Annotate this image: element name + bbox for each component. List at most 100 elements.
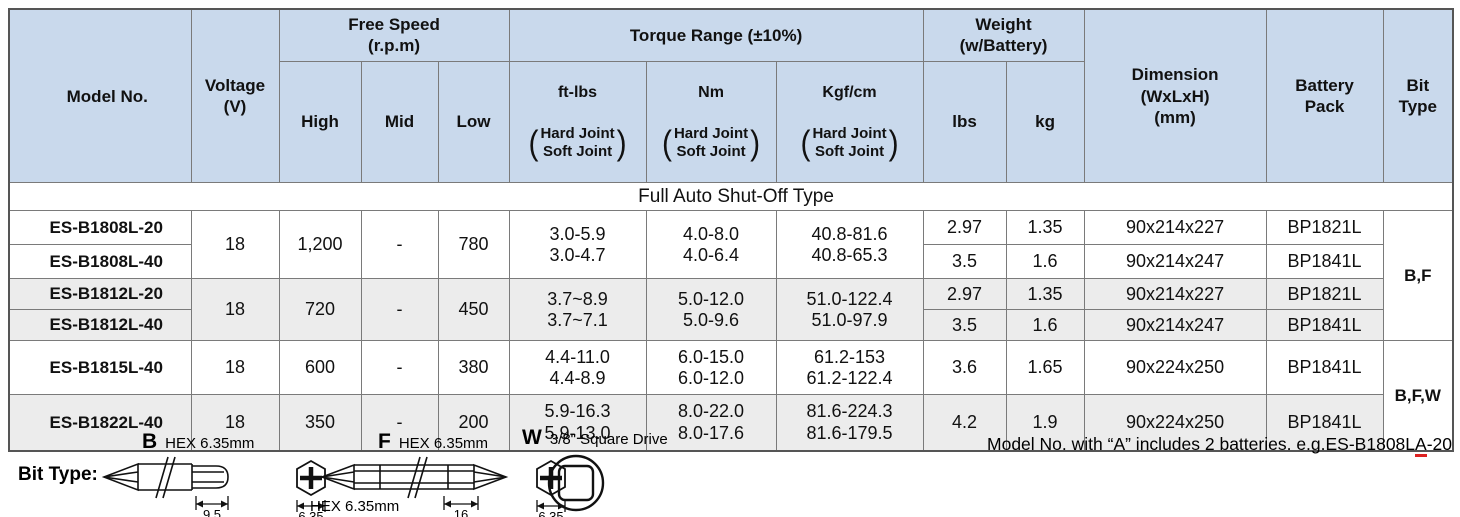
table-row: ES-B1815L-40 18 600 - 380 4.4-11.0 4.4-8.… xyxy=(8,340,1454,452)
torque-hard-value: 51.0-122.4 xyxy=(806,288,893,309)
col-header-model: Model No. xyxy=(8,8,192,184)
cell-dimension: 90x224x250 xyxy=(1083,394,1267,452)
cell-weight-kg: 1.35 xyxy=(1005,210,1085,246)
torque-soft-value: 61.2-122.4 xyxy=(806,367,893,388)
spec-table: Model No. Voltage (V) Free Speed (r.p.m)… xyxy=(8,8,1455,452)
dimension-label: 16 xyxy=(454,507,468,517)
legend-b-key: B xyxy=(142,430,158,453)
cell-speed-mid: - xyxy=(360,278,439,342)
legend-f-sub-label: HEX 6.35mm xyxy=(310,498,400,515)
torque-unit-label: Kgf/cm xyxy=(822,83,877,101)
table-row: ES-B1822L-40 18 350 - 200 5.9-16.3 5.9-13… xyxy=(8,394,1453,452)
soft-joint-label: Soft Joint xyxy=(676,143,746,160)
torque-hard-value: 81.6-224.3 xyxy=(806,401,893,422)
cell-speed-low: 450 xyxy=(437,278,510,342)
cell-speed-high: 720 xyxy=(278,278,362,342)
cell-speed-mid: - xyxy=(360,340,439,396)
note-suffix: -20 xyxy=(1426,434,1452,454)
table-header: Model No. Voltage (V) Free Speed (r.p.m)… xyxy=(8,8,1454,184)
paren-close: ) xyxy=(616,124,627,162)
torque-hard-value: 61.2-153 xyxy=(814,346,886,367)
cell-speed-high: 350 xyxy=(278,394,362,452)
torque-hard-value: 3.7~8.9 xyxy=(547,288,608,309)
torque-hard-value: 6.0-15.0 xyxy=(678,346,745,367)
cell-model: ES-B1812L-20 xyxy=(8,278,192,311)
cell-torque-kgfcm: 51.0-122.4 51.0-97.9 xyxy=(775,278,924,342)
cell-weight-lbs: 3.5 xyxy=(922,309,1007,342)
torque-hard-value: 40.8-81.6 xyxy=(811,223,888,244)
soft-joint-label: Soft Joint xyxy=(542,143,613,160)
legend-w-heading: W 3/8" Square Drive xyxy=(522,426,668,450)
col-header-kgfcm: Kgf/cm (Hard Joint Soft Joint) xyxy=(775,60,924,184)
torque-hard-value: 4.4-11.0 xyxy=(545,346,610,367)
paren-close: ) xyxy=(888,124,899,162)
torque-hard-value: 8.0-22.0 xyxy=(678,401,745,422)
cell-dimension: 90x214x227 xyxy=(1083,210,1267,246)
cell-battery-pack: BP1821L xyxy=(1265,210,1384,246)
dimension-label: 6.35 xyxy=(538,509,563,517)
battery-note: Model No. with “A” includes 2 batteries.… xyxy=(987,434,1452,457)
bit-f-drawing-icon: 16 xyxy=(319,456,509,517)
cell-model: ES-B1808L-20 xyxy=(8,210,192,246)
cell-battery-pack: BP1841L xyxy=(1265,244,1384,280)
cell-speed-high: 1,200 xyxy=(278,210,362,280)
torque-unit-label: ft-lbs xyxy=(557,83,598,101)
cell-speed-mid: - xyxy=(360,394,439,452)
col-header-mid: Mid xyxy=(360,60,439,184)
legend-f-desc: HEX 6.35mm xyxy=(398,435,489,452)
cell-torque-nm: 5.0-12.0 5.0-9.6 xyxy=(645,278,777,342)
cell-torque-ftlbs: 3.0-5.9 3.0-4.7 xyxy=(508,210,647,280)
cell-weight-kg: 1.35 xyxy=(1005,278,1085,311)
legend-item-f: F HEX 6.35mm HEX 6.35mm 16 xyxy=(310,430,578,517)
dimension-label: 9.5 xyxy=(203,507,221,517)
note-prefix: Model No. with “A” includes 2 batteries.… xyxy=(987,434,1416,454)
cell-dimension: 90x214x227 xyxy=(1083,278,1267,311)
table-row: ES-B1808L-40 3.5 1.6 90x214x247 BP1841L xyxy=(8,244,1453,280)
col-header-torque-range: Torque Range (±10%) xyxy=(508,8,924,62)
torque-soft-value: 40.8-65.3 xyxy=(811,244,888,265)
col-header-dimension: Dimension (WxLxH) (mm) xyxy=(1083,8,1267,184)
cell-torque-kgfcm: 81.6-224.3 81.6-179.5 xyxy=(775,394,924,452)
torque-soft-value: 8.0-17.6 xyxy=(678,422,745,443)
col-header-nm: Nm (Hard Joint Soft Joint) xyxy=(645,60,777,184)
cell-dimension: 90x214x247 xyxy=(1083,244,1267,280)
torque-soft-value: 5.9-13.0 xyxy=(544,422,611,443)
soft-joint-label: Soft Joint xyxy=(814,143,885,160)
table-row: ES-B1812L-20 18 720 - 450 3.7~8.9 3.7~7.1… xyxy=(8,278,1453,342)
cell-speed-high: 600 xyxy=(278,340,362,396)
legend-w-key: W xyxy=(522,426,542,449)
col-header-ftlbs: ft-lbs (Hard Joint Soft Joint) xyxy=(508,60,647,184)
bit-b-drawing-icon: 9.5 xyxy=(101,456,229,517)
col-header-lbs: lbs xyxy=(922,60,1007,184)
cell-weight-lbs: 4.2 xyxy=(922,394,1007,452)
legend-f-key: F xyxy=(378,430,391,453)
torque-soft-value: 5.0-9.6 xyxy=(683,309,740,330)
hard-joint-label: Hard Joint xyxy=(812,125,887,142)
cell-model: ES-B1812L-40 xyxy=(8,309,192,342)
cell-torque-ftlbs: 5.9-16.3 5.9-13.0 xyxy=(508,394,647,452)
paren-open: ( xyxy=(661,124,672,162)
cell-voltage: 18 xyxy=(190,394,280,452)
col-header-bit-type: Bit Type xyxy=(1382,8,1454,184)
col-header-kg: kg xyxy=(1005,60,1085,184)
col-header-low: Low xyxy=(437,60,510,184)
torque-soft-value: 6.0-12.0 xyxy=(678,367,745,388)
col-header-free-speed: Free Speed (r.p.m) xyxy=(278,8,510,62)
legend-b-heading: B HEX 6.35mm xyxy=(142,430,338,454)
cell-torque-ftlbs: 4.4-11.0 4.4-8.9 xyxy=(508,340,647,396)
section-title: Full Auto Shut-Off Type xyxy=(8,182,1454,212)
torque-hard-value: 5.0-12.0 xyxy=(678,288,745,309)
bit-type-legend-title: Bit Type: xyxy=(18,464,98,485)
cell-weight-lbs: 3.5 xyxy=(922,244,1007,280)
torque-soft-value: 4.0-6.4 xyxy=(683,244,740,265)
table-row: ES-B1808L-20 18 1,200 - 780 3.0-5.9 3.0-4… xyxy=(8,210,1454,342)
bit-type-legend: Bit Type: B HEX 6.35mm 9.5 xyxy=(0,420,1460,517)
torque-soft-value: 3.7~7.1 xyxy=(547,309,608,330)
cell-weight-lbs: 2.97 xyxy=(922,278,1007,311)
cell-weight-kg: 1.6 xyxy=(1005,309,1085,342)
cell-speed-low: 380 xyxy=(437,340,510,396)
paren-close: ) xyxy=(750,124,761,162)
cell-torque-nm: 4.0-8.0 4.0-6.4 xyxy=(645,210,777,280)
cell-weight-kg: 1.65 xyxy=(1005,340,1085,396)
cell-dimension: 90x214x247 xyxy=(1083,309,1267,342)
